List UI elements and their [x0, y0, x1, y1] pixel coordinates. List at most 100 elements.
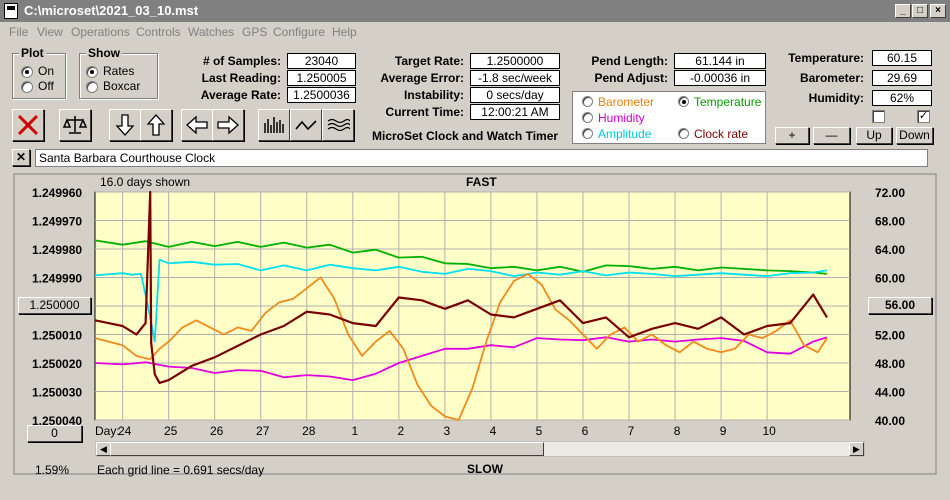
temperature-radio[interactable] [678, 96, 689, 107]
window-title: C:\microset\2021_03_10.mst [24, 3, 199, 18]
app-title: MicroSet Clock and Watch Timer [372, 129, 559, 143]
left-axis-tick-label: 1.249990 [32, 272, 82, 286]
horizontal-scrollbar[interactable]: ◀ ▶ [95, 441, 865, 457]
show-boxcar-label: Boxcar [103, 79, 141, 93]
series-line-humidity [94, 336, 828, 382]
left-value-box[interactable]: 1.250000 [18, 297, 91, 314]
average-rate-value: 1.2500036 [287, 87, 356, 103]
target-rate-value: 1.2500000 [470, 53, 560, 69]
wave-button[interactable] [322, 109, 354, 141]
instability-value: 0 secs/day [470, 87, 560, 103]
barometer-reading-value: 29.69 [872, 70, 932, 86]
clock-rate-radio[interactable] [678, 128, 689, 139]
days-shown-label: 16.0 days shown [100, 175, 190, 189]
day-tick-label: 28 [302, 424, 316, 438]
bar-graph-button[interactable] [258, 109, 290, 141]
humidity-reading-label: Humidity: [808, 91, 864, 105]
show-boxcar-radio[interactable] [86, 81, 98, 93]
left-checkbox[interactable] [872, 110, 885, 123]
right-axis-tick-label: 60.00 [875, 272, 905, 286]
scale-button[interactable] [59, 109, 91, 141]
plot-on-radio[interactable] [21, 66, 33, 78]
arrow-up-icon [146, 114, 166, 136]
title-bar: C:\microset\2021_03_10.mst _ □ × [0, 0, 950, 22]
pend-length-label: Pend Length: [591, 54, 668, 68]
arrow-left-button[interactable] [181, 109, 213, 141]
temperature-reading-label: Temperature: [788, 51, 864, 65]
scroll-left-arrow-icon[interactable]: ◀ [96, 442, 111, 456]
arrow-right-button[interactable] [212, 109, 244, 141]
clock-name-field[interactable]: Santa Barbara Courthouse Clock [35, 149, 928, 167]
menu-view[interactable]: View [37, 25, 63, 39]
right-axis-tick-label: 40.00 [875, 414, 905, 428]
menu-help[interactable]: Help [332, 25, 357, 39]
temperature-label: Temperature [694, 95, 762, 109]
scroll-right-arrow-icon[interactable]: ▶ [849, 442, 864, 456]
maximize-button[interactable]: □ [912, 4, 928, 18]
zero-box[interactable]: 0 [27, 425, 82, 442]
show-rates-radio[interactable] [86, 66, 98, 78]
day-tick-label: 1 [351, 424, 358, 438]
arrow-up-button[interactable] [140, 109, 172, 141]
day-tick-label: 10 [762, 424, 776, 438]
fast-label: FAST [466, 175, 497, 189]
arrow-down-icon [115, 114, 135, 136]
left-axis-tick-label: 1.249970 [32, 215, 82, 229]
scale-icon [63, 116, 87, 134]
day-tick-label: 24 [118, 424, 132, 438]
day-tick-label: 7 [628, 424, 635, 438]
samples-value: 23040 [287, 53, 356, 69]
close-x-icon [17, 114, 39, 136]
last-reading-label: Last Reading: [201, 71, 281, 85]
right-axis-tick-label: 68.00 [875, 215, 905, 229]
menu-file[interactable]: File [9, 25, 29, 39]
day-tick-label: 5 [536, 424, 543, 438]
day-axis-label: Day: [95, 424, 120, 438]
left-axis-tick-label: 1.250010 [32, 329, 82, 343]
menu-controls[interactable]: Controls [136, 25, 181, 39]
humidity-radio[interactable] [582, 112, 593, 123]
left-axis-tick-label: 1.250040 [32, 414, 82, 428]
plus-button[interactable]: + [775, 127, 809, 144]
sensor-select-box: Barometer Temperature Humidity Amplitude… [572, 91, 766, 144]
minus-button[interactable]: — [813, 127, 850, 144]
rate-chart: 24 25 26 27 28 1 2 3 4 5 6 7 8 9 10 1.249960 72.00 1.2499… [13, 173, 937, 475]
line-graph-button[interactable] [290, 109, 322, 141]
wave-icon [327, 118, 350, 132]
close-window-button[interactable]: × [930, 4, 946, 18]
app-icon [4, 3, 18, 19]
menu-watches[interactable]: Watches [188, 25, 235, 39]
target-rate-label: Target Rate: [394, 54, 464, 68]
day-tick-label: 3 [444, 424, 451, 438]
down-button[interactable]: Down [896, 127, 933, 144]
menu-gps[interactable]: GPS [242, 25, 268, 39]
barometer-radio[interactable] [582, 96, 593, 107]
plot-off-radio[interactable] [21, 81, 33, 93]
current-time-value: 12:00:21 AM [470, 104, 560, 120]
samples-label: # of Samples: [202, 54, 281, 68]
series-line-temperature [94, 239, 828, 275]
left-axis-tick-label: 1.249980 [32, 243, 82, 257]
grid-note: Each grid line = 0.691 secs/day [97, 463, 265, 477]
scroll-thumb[interactable] [110, 442, 544, 456]
average-error-value: -1.8 sec/week [470, 70, 560, 86]
day-tick-label: 25 [164, 424, 178, 438]
show-rates-label: Rates [103, 64, 135, 78]
clear-clock-button[interactable]: ✕ [12, 149, 30, 166]
menu-operations[interactable]: Operations [71, 25, 130, 39]
amplitude-radio[interactable] [582, 128, 593, 139]
average-rate-label: Average Rate: [200, 88, 281, 102]
pend-adjust-value: -0.00036 in [674, 70, 766, 86]
humidity-label: Humidity [598, 111, 645, 125]
close-x-button[interactable] [12, 109, 44, 141]
up-button[interactable]: Up [856, 127, 892, 144]
series-line-clockrate [94, 190, 828, 384]
minimize-button[interactable]: _ [895, 4, 911, 18]
right-checkbox[interactable]: ✓ [917, 110, 930, 123]
barometer-reading-label: Barometer: [799, 71, 864, 85]
day-tick-label: 6 [582, 424, 589, 438]
arrow-down-button[interactable] [109, 109, 141, 141]
clock-rate-label: Clock rate [694, 127, 749, 141]
menu-configure[interactable]: Configure [273, 25, 326, 39]
right-value-box[interactable]: 56.00 [868, 297, 932, 314]
